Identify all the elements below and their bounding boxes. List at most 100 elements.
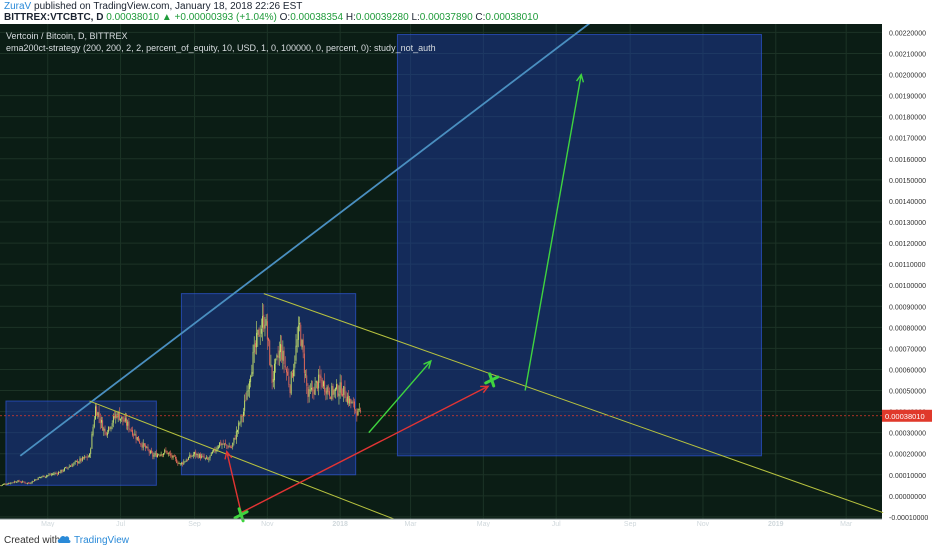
candle [256,332,258,348]
candle [59,472,61,473]
y-tick-label: 0.00050000 [889,389,926,396]
candle [351,402,353,404]
candle [206,457,207,459]
candle [103,428,105,431]
candle [1,484,3,486]
candle [196,453,198,455]
x-tick-label: May [41,521,55,527]
candle [241,416,243,417]
candle [9,483,10,484]
candle [328,391,330,396]
candle [140,443,142,445]
x-tick-label: Sep [624,521,637,527]
cloud-logo-icon[interactable] [56,533,72,548]
candle [147,447,149,450]
candle [266,321,268,340]
candle [37,477,39,480]
candle [152,452,154,457]
candle [350,399,352,404]
price-axis[interactable] [882,24,932,527]
candle [86,456,88,458]
x-tick-label: Mar [840,521,853,527]
author-link[interactable]: ZuraV [4,1,32,12]
candle [345,398,347,402]
y-tick-label: 0.00120000 [889,241,926,248]
candle [177,462,179,464]
analysis-box [180,293,357,476]
candle [54,473,56,475]
candle [97,412,99,417]
candle [15,481,16,483]
candle [83,457,84,459]
candle [308,389,310,397]
y-tick-label: 0.00160000 [889,157,926,164]
candle [301,340,303,348]
candle [73,462,75,465]
candle [79,458,81,462]
candle [185,460,187,462]
candle [251,372,253,377]
candle [104,428,106,432]
y-tick-label: 0.00080000 [889,325,926,332]
candle [349,398,351,404]
candle [216,448,218,450]
green-arrow-near-head [423,359,432,369]
x-tick-label: Nov [261,521,274,527]
candle [122,416,124,421]
candle [165,450,167,452]
candle [336,384,338,389]
candle [326,387,328,395]
candle [61,469,63,472]
candle [305,374,306,376]
y-tick-label: 0.00170000 [889,136,926,143]
candle [321,380,323,388]
candle [7,483,9,485]
candle [254,343,256,348]
candle [95,406,96,420]
close-value-ohlc: 0.00038010 [485,12,539,23]
candle [299,323,301,325]
candle [27,482,28,484]
candle [96,406,98,416]
candle [102,420,104,431]
tradingview-link[interactable]: TradingView [74,535,130,546]
candle [110,426,112,430]
candle [302,339,304,353]
candle [294,362,296,368]
candle [10,482,12,484]
chart-title: Vertcoin / Bitcoin, D, BITTREX [6,31,128,41]
candle [290,371,292,394]
candle [234,438,236,440]
triangle-upper-line [263,293,884,514]
candle [169,452,170,454]
candle [357,408,359,416]
x-tick-label: May [477,521,491,527]
x-tick-label: Jul [552,521,561,527]
candle [77,460,79,464]
y-tick-label: 0.00070000 [889,346,926,353]
candle [252,351,254,374]
y-tick-label: 0.00030000 [889,431,926,438]
candle [338,393,340,397]
candle [47,475,49,476]
price-chart[interactable]: Vertcoin / Bitcoin, D, BITTREX ema200ct-… [0,24,932,527]
candle [276,355,278,358]
candle [221,444,223,445]
candle [5,483,7,485]
candle [81,457,83,461]
y-tick-label: 0.00130000 [889,220,926,227]
candle [226,444,228,446]
candle [72,464,74,467]
change-arrow-icon: ▲ [161,12,172,23]
candle [186,459,188,461]
candle [68,466,70,468]
candle [354,401,355,410]
candle [29,483,31,484]
candle [312,387,314,391]
candle [56,473,58,475]
candle [315,380,317,383]
candle [58,472,59,475]
candle [281,344,283,360]
candle [24,482,26,484]
candle [49,474,51,476]
